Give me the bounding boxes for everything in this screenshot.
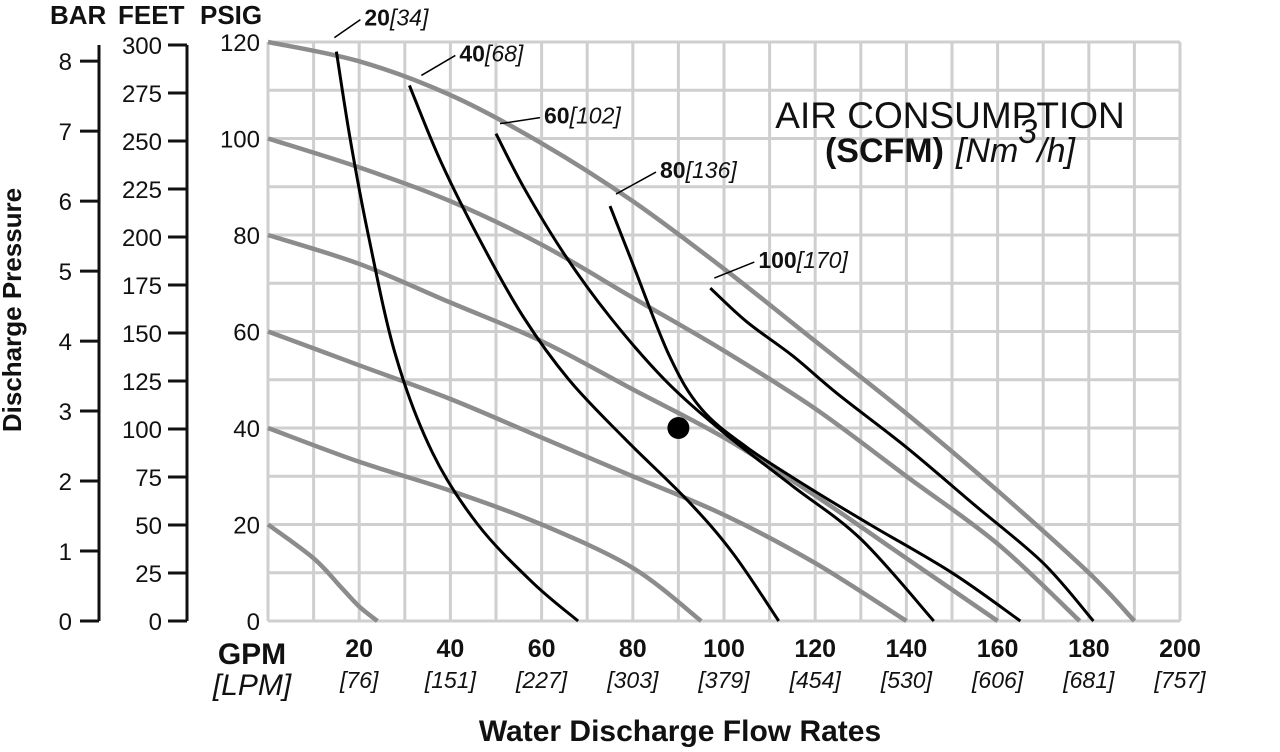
feet-tick-label: 200 [122,225,162,252]
bar-tick-label: 1 [59,539,72,566]
x-tick-label-lpm: [606] [971,667,1024,693]
feet-tick-label: 150 [122,321,162,348]
psig-ticks: 0 20 40 60 80 100 120 [220,30,260,636]
psig-tick-label: 60 [233,320,260,347]
psig-header: PSIG [200,0,262,30]
x-tick-labels: 20 [76] 40 [151] 60 [227] 80 [303] 100 [379] 120 [4… [339,635,1206,693]
air-curve-label-80: 80[136] [660,157,737,183]
x-tick-label-lpm: [76] [339,667,379,693]
air-curve-label-nm3h: [68] [484,40,524,66]
air-curve-80 [608,205,1022,623]
feet-tick-label: 300 [122,33,162,60]
air-curve-20 [334,51,580,623]
air-curve-label-nm3h: [102] [569,103,622,129]
bar-header: BAR [50,0,107,30]
x-unit-lpm: [LPM] [212,669,292,702]
air-curve-60 [494,133,935,622]
feet-tick-label: 125 [122,369,162,396]
chart-title-block: AIR CONSUMPTION (SCFM) [Nm3/h] [775,95,1124,170]
air-curve-label-scfm: 100 [758,247,796,273]
pressure-curve-5 [267,136,1082,623]
y-axis-title: Discharge Pressure [0,188,27,432]
bar-tick-label: 0 [59,609,72,636]
bar-tick-label: 2 [59,469,72,496]
feet-ticks: 0 25 50 75 100 125 150 175 200 225 250 275 300 [122,33,187,636]
x-tick-label-gpm: 40 [436,635,464,663]
x-tick-label-lpm: [151] [424,667,477,693]
air-curve-label-nm3h: [136] [685,157,738,183]
air-curve-label-40: 40[68] [459,40,524,66]
pressure-curve-2 [267,425,703,623]
air-curve-leader-20 [333,19,361,39]
x-tick-label-lpm: [303] [606,667,659,693]
chart-title: AIR CONSUMPTION [775,95,1124,136]
x-tick-label-lpm: [530] [880,667,933,693]
x-tick-label-lpm: [227] [515,667,568,693]
example-operating-point [667,417,690,439]
x-tick-label-gpm: 60 [528,635,556,663]
x-tick-label-gpm: 200 [1159,635,1201,663]
bar-tick-label: 8 [59,49,72,76]
x-tick-label-lpm: [757] [1153,667,1206,693]
chart-subtitle-unit: (SCFM) [825,132,944,170]
x-tick-label-gpm: 100 [703,635,745,663]
psig-tick-label: 80 [233,223,260,250]
psig-tick-label: 100 [220,127,260,154]
psig-tick-label: 0 [247,609,260,636]
x-tick-label-gpm: 80 [619,635,647,663]
air-curve-100 [709,286,1095,622]
pressure-curve-1 [266,522,379,623]
x-axis-title: Water Discharge Flow Rates [479,715,881,748]
feet-tick-label: 25 [135,561,162,588]
bar-tick-label: 7 [59,119,72,146]
feet-tick-label: 175 [122,273,162,300]
feet-tick-label: 275 [122,81,162,108]
air-curve-label-nm3h: [34] [389,5,429,31]
feet-tick-label: 0 [149,609,162,636]
bar-tick-label: 3 [59,399,72,426]
feet-tick-label: 225 [122,177,162,204]
feet-tick-label: 100 [122,417,162,444]
x-tick-label-gpm: 140 [886,635,928,663]
feet-tick-label: 50 [135,513,162,540]
bar-tick-label: 4 [59,329,72,356]
bar-tick-label: 6 [59,189,72,216]
x-tick-label-lpm: [454] [789,667,842,693]
x-tick-label-gpm: 160 [977,635,1019,663]
air-curves: 20[34] 40[68] 60[102] 80[136] 100[170] [333,5,1095,623]
air-curve-label-scfm: 60 [544,103,570,129]
air-curve-label-scfm: 40 [459,40,485,66]
feet-tick-label: 75 [135,465,162,492]
air-curve-label-100: 100[170] [758,247,848,273]
x-tick-label-lpm: [379] [697,667,750,693]
x-unit-gpm: GPM [218,638,286,671]
pressure-curves [266,39,1137,623]
air-curve-leader-80 [615,171,657,195]
pressure-curve-6 [267,39,1137,623]
x-tick-label-gpm: 20 [345,635,373,663]
x-tick-label-gpm: 120 [794,635,836,663]
psig-tick-label: 20 [233,513,260,540]
air-curve-label-scfm: 20 [364,5,390,31]
x-tick-label-lpm: [681] [1062,667,1115,693]
feet-tick-label: 250 [122,129,162,156]
pressure-curve-3 [267,329,908,623]
air-curve-label-nm3h: [170] [796,247,849,273]
pressure-curve-4 [267,232,999,623]
air-curve-40 [408,84,780,622]
air-curve-label-scfm: 80 [660,157,686,183]
air-curve-leader-60 [499,116,541,125]
psig-tick-label: 40 [233,416,260,443]
air-curve-label-20: 20[34] [364,5,429,31]
air-curve-leader-100 [714,261,755,279]
x-tick-label-gpm: 180 [1068,635,1110,663]
air-curve-leader-40 [420,54,456,77]
psig-tick-label: 120 [220,30,260,57]
feet-header: FEET [118,0,185,30]
air-curve-label-60: 60[102] [544,103,621,129]
bar-tick-label: 5 [59,259,72,286]
bar-ticks: 0 1 2 3 4 5 6 7 8 [59,49,99,636]
